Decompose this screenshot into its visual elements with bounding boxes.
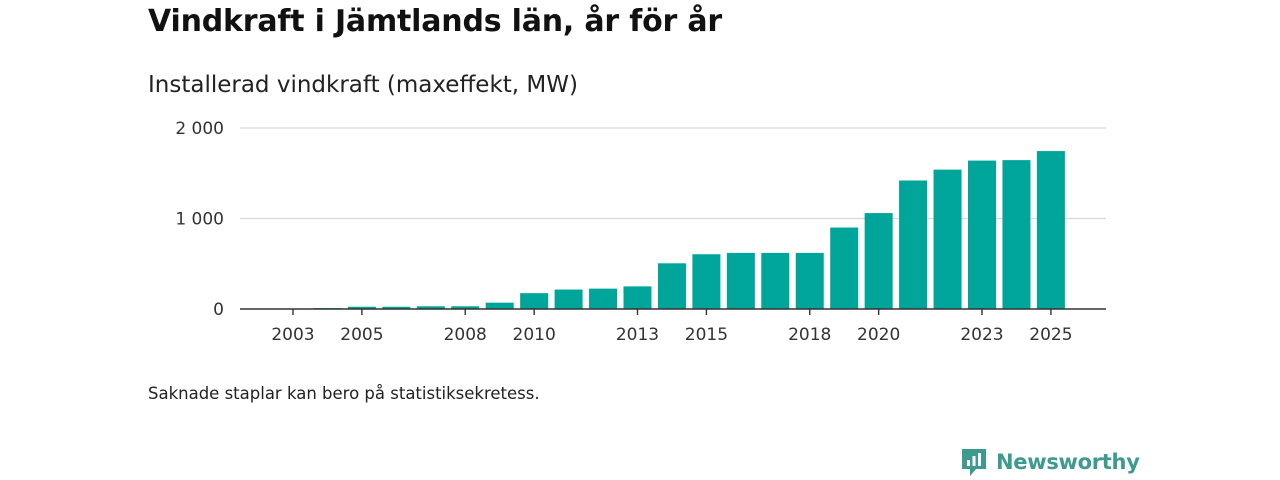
bar-chart: 0 1 000 2 000 2003 2005 2008 2010 2013 2015 2018 2… xyxy=(175,119,1106,345)
newsworthy-logo-icon xyxy=(962,449,986,476)
x-tick-label: 2008 xyxy=(444,325,487,345)
chart-title: Vindkraft i Jämtlands län, år för år xyxy=(148,4,722,39)
y-tick-label: 2 000 xyxy=(175,119,224,139)
bar xyxy=(692,254,721,309)
bar xyxy=(382,306,411,309)
y-tick-label: 0 xyxy=(213,300,224,320)
bar xyxy=(726,252,755,309)
bar xyxy=(451,306,480,309)
bar xyxy=(589,288,618,309)
chart-subtitle: Installerad vindkraft (maxeffekt, MW) xyxy=(148,72,578,98)
x-tick-label: 2015 xyxy=(685,325,728,345)
bar xyxy=(657,263,686,309)
bar xyxy=(864,213,893,309)
bar xyxy=(416,306,445,309)
bar xyxy=(1002,160,1031,309)
brand-name: Newsworthy xyxy=(996,450,1140,474)
bar xyxy=(554,289,583,309)
x-tick-label: 2003 xyxy=(271,325,314,345)
bar xyxy=(795,252,824,309)
bar xyxy=(761,252,790,309)
bar xyxy=(899,180,928,309)
bar xyxy=(520,293,549,309)
bar xyxy=(347,306,376,309)
x-tick-label: 2023 xyxy=(960,325,1003,345)
bar xyxy=(623,286,652,309)
x-tick-label: 2010 xyxy=(513,325,556,345)
footnote: Saknade staplar kan bero på statistiksek… xyxy=(148,384,540,403)
x-tick-label: 2020 xyxy=(857,325,900,345)
x-tick-label: 2013 xyxy=(616,325,659,345)
bar xyxy=(1036,151,1065,309)
x-tick-label: 2005 xyxy=(340,325,383,345)
y-tick-label: 1 000 xyxy=(175,210,224,230)
brand-logo: Newsworthy xyxy=(960,446,1140,478)
bar xyxy=(485,302,514,309)
x-tick-label: 2018 xyxy=(788,325,831,345)
bar xyxy=(830,227,859,309)
bar xyxy=(933,169,962,309)
bar xyxy=(968,160,996,309)
x-tick-label: 2025 xyxy=(1029,325,1072,345)
